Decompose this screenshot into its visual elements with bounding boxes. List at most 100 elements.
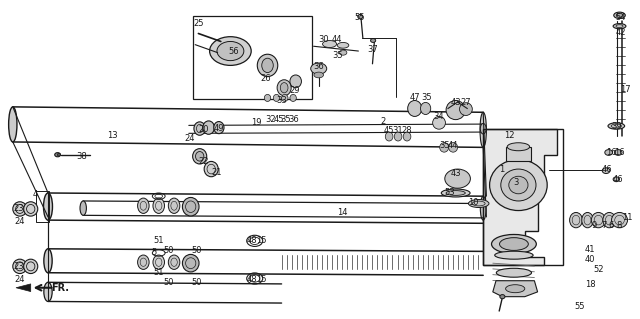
Ellipse shape	[54, 153, 60, 157]
Text: 36: 36	[289, 115, 299, 124]
Text: 19: 19	[251, 118, 261, 127]
Text: 52: 52	[594, 265, 604, 274]
Text: 47: 47	[410, 93, 420, 102]
Ellipse shape	[337, 42, 349, 48]
Ellipse shape	[138, 255, 149, 269]
Ellipse shape	[182, 197, 199, 216]
Ellipse shape	[385, 132, 393, 141]
Ellipse shape	[570, 212, 582, 228]
Ellipse shape	[13, 202, 27, 216]
Text: 1: 1	[499, 165, 504, 174]
Ellipse shape	[480, 123, 486, 134]
Ellipse shape	[280, 83, 288, 93]
Ellipse shape	[214, 122, 224, 134]
Ellipse shape	[500, 295, 505, 299]
Ellipse shape	[58, 153, 60, 156]
Text: 30: 30	[318, 35, 328, 44]
Ellipse shape	[495, 251, 533, 259]
Ellipse shape	[460, 103, 472, 115]
Text: 20: 20	[198, 125, 209, 134]
Ellipse shape	[24, 202, 38, 216]
Ellipse shape	[182, 255, 199, 272]
Ellipse shape	[13, 259, 27, 273]
Ellipse shape	[500, 238, 529, 250]
Ellipse shape	[290, 94, 296, 101]
Text: 21: 21	[211, 168, 221, 177]
Text: 55: 55	[575, 302, 585, 311]
Polygon shape	[16, 284, 31, 292]
Text: 24: 24	[14, 217, 24, 226]
Ellipse shape	[449, 143, 458, 152]
Ellipse shape	[591, 212, 605, 228]
Ellipse shape	[603, 212, 616, 228]
Ellipse shape	[497, 268, 532, 277]
Text: 50: 50	[192, 278, 202, 287]
Ellipse shape	[613, 24, 626, 29]
Ellipse shape	[446, 190, 465, 195]
Text: 16: 16	[606, 148, 616, 157]
Text: 43: 43	[451, 169, 461, 178]
Text: 31: 31	[393, 126, 403, 135]
Text: 27: 27	[461, 98, 471, 107]
Text: 39: 39	[612, 122, 622, 130]
Bar	[483, 129, 563, 265]
Ellipse shape	[196, 152, 204, 161]
Text: 3: 3	[514, 178, 519, 187]
Text: 41: 41	[584, 245, 595, 254]
Ellipse shape	[217, 41, 244, 61]
Text: 11: 11	[623, 213, 633, 222]
Ellipse shape	[613, 177, 620, 182]
Ellipse shape	[44, 282, 52, 301]
Text: 54: 54	[616, 13, 626, 22]
Text: 51: 51	[154, 236, 164, 245]
Text: 55: 55	[355, 13, 365, 22]
Text: 24: 24	[14, 275, 24, 284]
Text: 35: 35	[421, 93, 431, 102]
Text: 50: 50	[192, 246, 202, 255]
Bar	[193, 16, 312, 99]
Ellipse shape	[468, 200, 489, 208]
Ellipse shape	[394, 132, 402, 141]
Ellipse shape	[614, 150, 622, 155]
Ellipse shape	[44, 193, 52, 220]
Text: 17: 17	[620, 85, 630, 94]
Ellipse shape	[616, 13, 623, 18]
Text: 36: 36	[314, 63, 324, 71]
Text: 56: 56	[228, 47, 239, 56]
Text: 37: 37	[368, 45, 378, 54]
Text: 43: 43	[451, 98, 461, 107]
Ellipse shape	[446, 100, 465, 120]
Ellipse shape	[442, 189, 470, 197]
Text: 26: 26	[260, 74, 271, 83]
Text: 35: 35	[332, 51, 342, 60]
Text: 45: 45	[273, 115, 284, 124]
Ellipse shape	[403, 132, 411, 141]
Ellipse shape	[203, 121, 214, 134]
Ellipse shape	[408, 100, 422, 116]
Bar	[36, 191, 49, 222]
Ellipse shape	[314, 72, 324, 78]
Ellipse shape	[506, 285, 525, 293]
Ellipse shape	[290, 75, 301, 88]
Text: 45: 45	[384, 126, 394, 135]
Ellipse shape	[371, 39, 376, 42]
Text: 33: 33	[276, 96, 287, 105]
Ellipse shape	[273, 94, 280, 101]
Ellipse shape	[492, 234, 536, 254]
Text: 48: 48	[246, 275, 257, 284]
Ellipse shape	[80, 201, 86, 215]
Text: 48: 48	[246, 236, 257, 245]
Text: 35: 35	[281, 115, 291, 124]
Ellipse shape	[44, 249, 52, 273]
Ellipse shape	[277, 80, 291, 96]
Text: FR.: FR.	[51, 283, 69, 293]
Ellipse shape	[193, 149, 207, 164]
Ellipse shape	[508, 143, 530, 151]
Ellipse shape	[608, 123, 625, 129]
Ellipse shape	[257, 54, 278, 77]
Text: 50: 50	[163, 246, 173, 255]
Polygon shape	[493, 281, 538, 297]
Ellipse shape	[194, 122, 205, 135]
Ellipse shape	[490, 160, 547, 211]
Text: 44: 44	[448, 141, 458, 150]
